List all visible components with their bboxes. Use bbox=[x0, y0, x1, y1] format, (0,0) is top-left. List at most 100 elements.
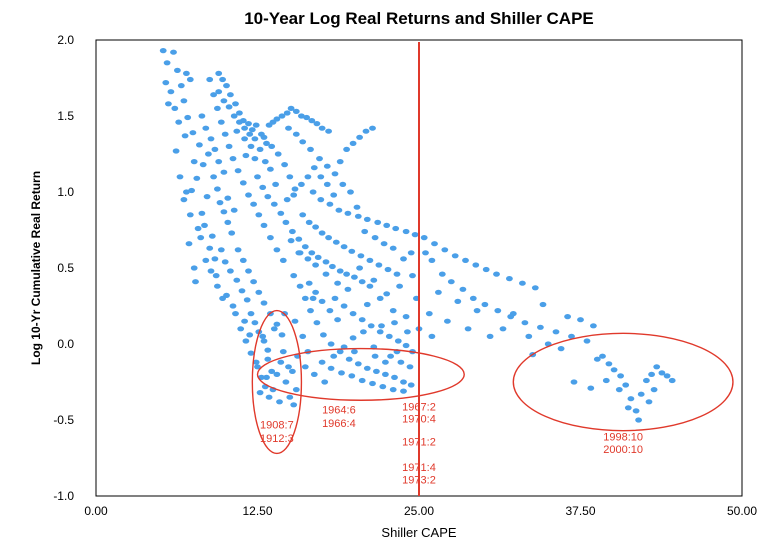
data-point bbox=[366, 257, 374, 263]
data-point bbox=[286, 174, 294, 180]
data-point bbox=[290, 192, 298, 198]
data-point bbox=[274, 151, 282, 157]
data-point bbox=[358, 279, 366, 285]
data-point bbox=[330, 192, 338, 198]
data-point bbox=[241, 318, 249, 324]
data-point bbox=[227, 268, 234, 274]
data-point bbox=[441, 247, 449, 253]
y-axis-ticks: 2.0 1.5 1.0 0.5 0.0 -0.5 -1.0 bbox=[53, 33, 74, 503]
data-point bbox=[290, 273, 298, 279]
data-point bbox=[380, 241, 388, 247]
data-point bbox=[376, 329, 384, 335]
data-point bbox=[407, 250, 415, 256]
y-tick-label: 0.0 bbox=[57, 337, 74, 351]
data-point bbox=[201, 222, 208, 228]
data-points bbox=[159, 48, 676, 423]
data-point bbox=[291, 318, 299, 324]
data-point bbox=[351, 274, 358, 280]
data-point bbox=[279, 257, 287, 263]
data-point bbox=[653, 364, 661, 370]
data-point bbox=[325, 235, 332, 241]
data-point bbox=[256, 146, 264, 152]
data-point bbox=[190, 265, 198, 271]
data-point bbox=[304, 256, 312, 262]
data-point bbox=[281, 162, 288, 168]
data-point bbox=[221, 131, 229, 137]
data-point bbox=[252, 359, 260, 365]
data-point bbox=[287, 238, 295, 244]
y-tick-label: 1.5 bbox=[57, 109, 74, 123]
data-point bbox=[363, 301, 371, 308]
data-point bbox=[499, 326, 507, 332]
data-point bbox=[282, 379, 290, 385]
data-point bbox=[232, 311, 239, 317]
data-point bbox=[397, 359, 405, 365]
data-point bbox=[251, 136, 259, 142]
data-point bbox=[615, 387, 623, 393]
data-point bbox=[392, 225, 400, 232]
data-point bbox=[239, 257, 247, 263]
data-point bbox=[308, 250, 316, 256]
data-point bbox=[627, 396, 635, 402]
data-point bbox=[391, 374, 398, 380]
chart-title: 10-Year Log Real Returns and Shiller CAP… bbox=[244, 9, 594, 28]
data-point bbox=[267, 235, 274, 241]
data-point bbox=[283, 197, 291, 203]
data-point bbox=[362, 128, 370, 134]
data-point bbox=[521, 320, 529, 326]
data-point bbox=[354, 213, 362, 219]
data-point bbox=[268, 368, 276, 374]
data-point bbox=[246, 131, 254, 137]
x-axis-label: Shiller CAPE bbox=[381, 525, 456, 540]
data-point bbox=[304, 174, 312, 180]
data-point bbox=[270, 326, 278, 332]
date-annotation: 1973:2 bbox=[402, 474, 436, 486]
data-point bbox=[323, 163, 331, 169]
data-point bbox=[382, 359, 389, 365]
date-annotation: 1971:4 bbox=[402, 462, 436, 474]
data-point bbox=[292, 131, 300, 137]
data-point bbox=[229, 303, 237, 309]
data-point bbox=[663, 373, 671, 379]
data-point bbox=[340, 303, 348, 309]
data-point bbox=[190, 159, 198, 165]
data-point bbox=[305, 280, 313, 286]
data-point bbox=[273, 247, 281, 253]
data-point bbox=[650, 387, 658, 393]
data-point bbox=[329, 263, 336, 270]
data-point bbox=[622, 382, 630, 388]
data-point bbox=[245, 268, 252, 274]
data-point bbox=[407, 382, 415, 388]
y-axis-label: Log 10-Yr Cumulative Real Return bbox=[29, 171, 43, 365]
data-point bbox=[264, 347, 272, 353]
data-point bbox=[205, 151, 212, 157]
data-point bbox=[464, 326, 472, 332]
data-point bbox=[462, 257, 469, 263]
data-point bbox=[375, 262, 383, 268]
data-point bbox=[207, 136, 215, 142]
data-point bbox=[245, 192, 252, 198]
data-point bbox=[194, 225, 202, 232]
data-point bbox=[279, 349, 287, 355]
data-point bbox=[224, 219, 232, 225]
data-point bbox=[610, 367, 618, 373]
data-point bbox=[331, 171, 339, 177]
data-point bbox=[241, 125, 249, 131]
data-point bbox=[278, 332, 286, 338]
data-point bbox=[428, 333, 436, 339]
data-point bbox=[454, 298, 462, 304]
data-point bbox=[176, 174, 184, 180]
data-point bbox=[396, 283, 403, 289]
data-point bbox=[312, 262, 319, 268]
data-point bbox=[250, 201, 257, 207]
data-point bbox=[369, 380, 376, 387]
data-point bbox=[283, 110, 291, 116]
data-point bbox=[635, 417, 642, 423]
data-point bbox=[382, 371, 389, 377]
data-point bbox=[307, 308, 314, 314]
data-point bbox=[252, 122, 260, 128]
data-point bbox=[260, 300, 268, 306]
data-point bbox=[349, 335, 357, 341]
data-point bbox=[348, 373, 356, 379]
